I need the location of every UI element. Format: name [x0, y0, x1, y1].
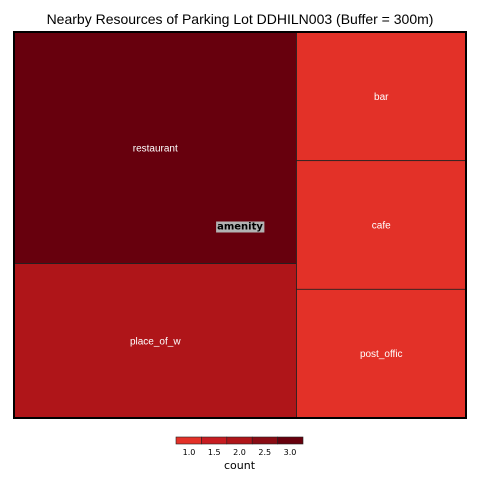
legend-swatch [226, 436, 253, 445]
chart-title: Nearby Resources of Parking Lot DDHILN00… [46, 11, 434, 27]
legend-tick-label: 2.5 [258, 448, 271, 457]
treemap-cell-cafe [296, 160, 467, 290]
treemap-cell-label-bar: bar [374, 92, 389, 103]
legend: 1.0 1.5 2.0 2.5 3.0 count [175, 436, 304, 472]
legend-tick-label: 3.0 [284, 448, 297, 457]
treemap-cell-label-post-offic: post_offic [360, 349, 403, 360]
group-label: amenity [217, 222, 263, 233]
treemap-border [13, 31, 467, 419]
legend-swatch [175, 436, 202, 445]
legend-tick-label: 1.0 [183, 448, 196, 457]
legend-tick-label: 1.5 [208, 448, 221, 457]
legend-swatch [201, 436, 228, 445]
treemap-cell-place-of-w [13, 263, 297, 419]
treemap-cell-label-restaurant: restaurant [133, 143, 178, 154]
treemap-cell-label-cafe: cafe [372, 221, 391, 232]
legend-swatch [277, 436, 304, 445]
treemap-cell-label-place-of-w: place_of_w [130, 336, 181, 347]
legend-title: count [224, 459, 256, 472]
treemap-cell-bar [296, 31, 467, 162]
group-label-group: amenity [216, 221, 265, 233]
legend-swatch [251, 436, 278, 445]
legend-tick-label: 2.0 [233, 448, 246, 457]
group-label-background [216, 221, 265, 233]
